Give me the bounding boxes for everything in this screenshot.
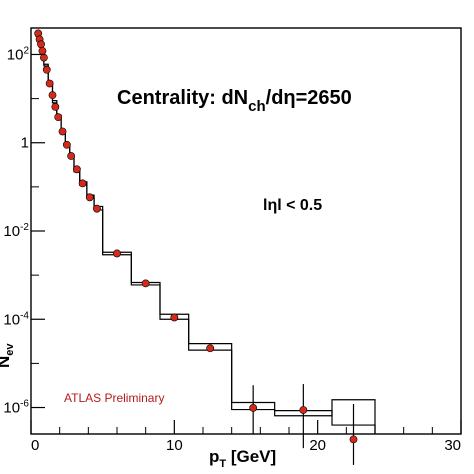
- chart-title: Centrality: dNch/dη=2650: [117, 87, 352, 115]
- points-layer: [34, 29, 358, 444]
- data-point: [206, 344, 215, 353]
- data-point: [54, 113, 63, 122]
- data-point: [58, 127, 67, 136]
- data-point: [42, 65, 51, 74]
- data-point: [45, 79, 54, 88]
- x-tick-label: 10: [166, 437, 183, 454]
- x-axis-label-unit: [GeV]: [226, 447, 276, 466]
- data-point: [72, 165, 81, 174]
- x-tick-label: 20: [309, 437, 326, 454]
- chart-title-main: Centrality: dN: [117, 87, 248, 109]
- x-axis-label-sub: T: [219, 458, 226, 470]
- chart-title-sub: ch: [248, 98, 266, 115]
- data-point: [349, 435, 358, 444]
- data-point: [93, 204, 101, 213]
- y-tick-layer: 102 1 10-2 10-4 10-6: [3, 45, 45, 417]
- x-axis-label: pT [GeV]: [209, 447, 276, 470]
- x-tick-layer: 0 10 20 30: [30, 420, 462, 454]
- x-axis-label-main: p: [209, 447, 219, 466]
- y-axis-label-sub: ev: [4, 343, 16, 356]
- eta-annotation: lηl < 0.5: [263, 197, 322, 214]
- data-point: [51, 102, 60, 111]
- data-point: [78, 179, 87, 188]
- data-point: [113, 249, 121, 258]
- data-point: [62, 140, 71, 149]
- x-tick-label: 30: [444, 437, 461, 454]
- y-tick-label: 10-6: [3, 399, 29, 417]
- data-point: [67, 152, 76, 160]
- chart-title-rest: /dη=2650: [266, 87, 352, 109]
- y-axis-label: Nev: [0, 343, 16, 368]
- x-tick-label: 0: [31, 437, 39, 454]
- data-point: [48, 91, 57, 100]
- y-tick-label: 10-2: [3, 222, 29, 240]
- data-point: [85, 193, 94, 202]
- y-tick-label: 1: [21, 135, 29, 152]
- data-point: [249, 404, 258, 412]
- data-point: [37, 40, 45, 49]
- y-axis-label-main: N: [0, 356, 13, 368]
- y-tick-label: 10-4: [3, 310, 29, 328]
- y-tick-label: 102: [7, 45, 30, 63]
- data-point: [170, 313, 179, 322]
- atlas-preliminary-label: ATLAS Preliminary: [64, 391, 164, 405]
- data-point: [141, 279, 150, 288]
- data-point: [38, 47, 47, 55]
- data-point: [299, 406, 308, 414]
